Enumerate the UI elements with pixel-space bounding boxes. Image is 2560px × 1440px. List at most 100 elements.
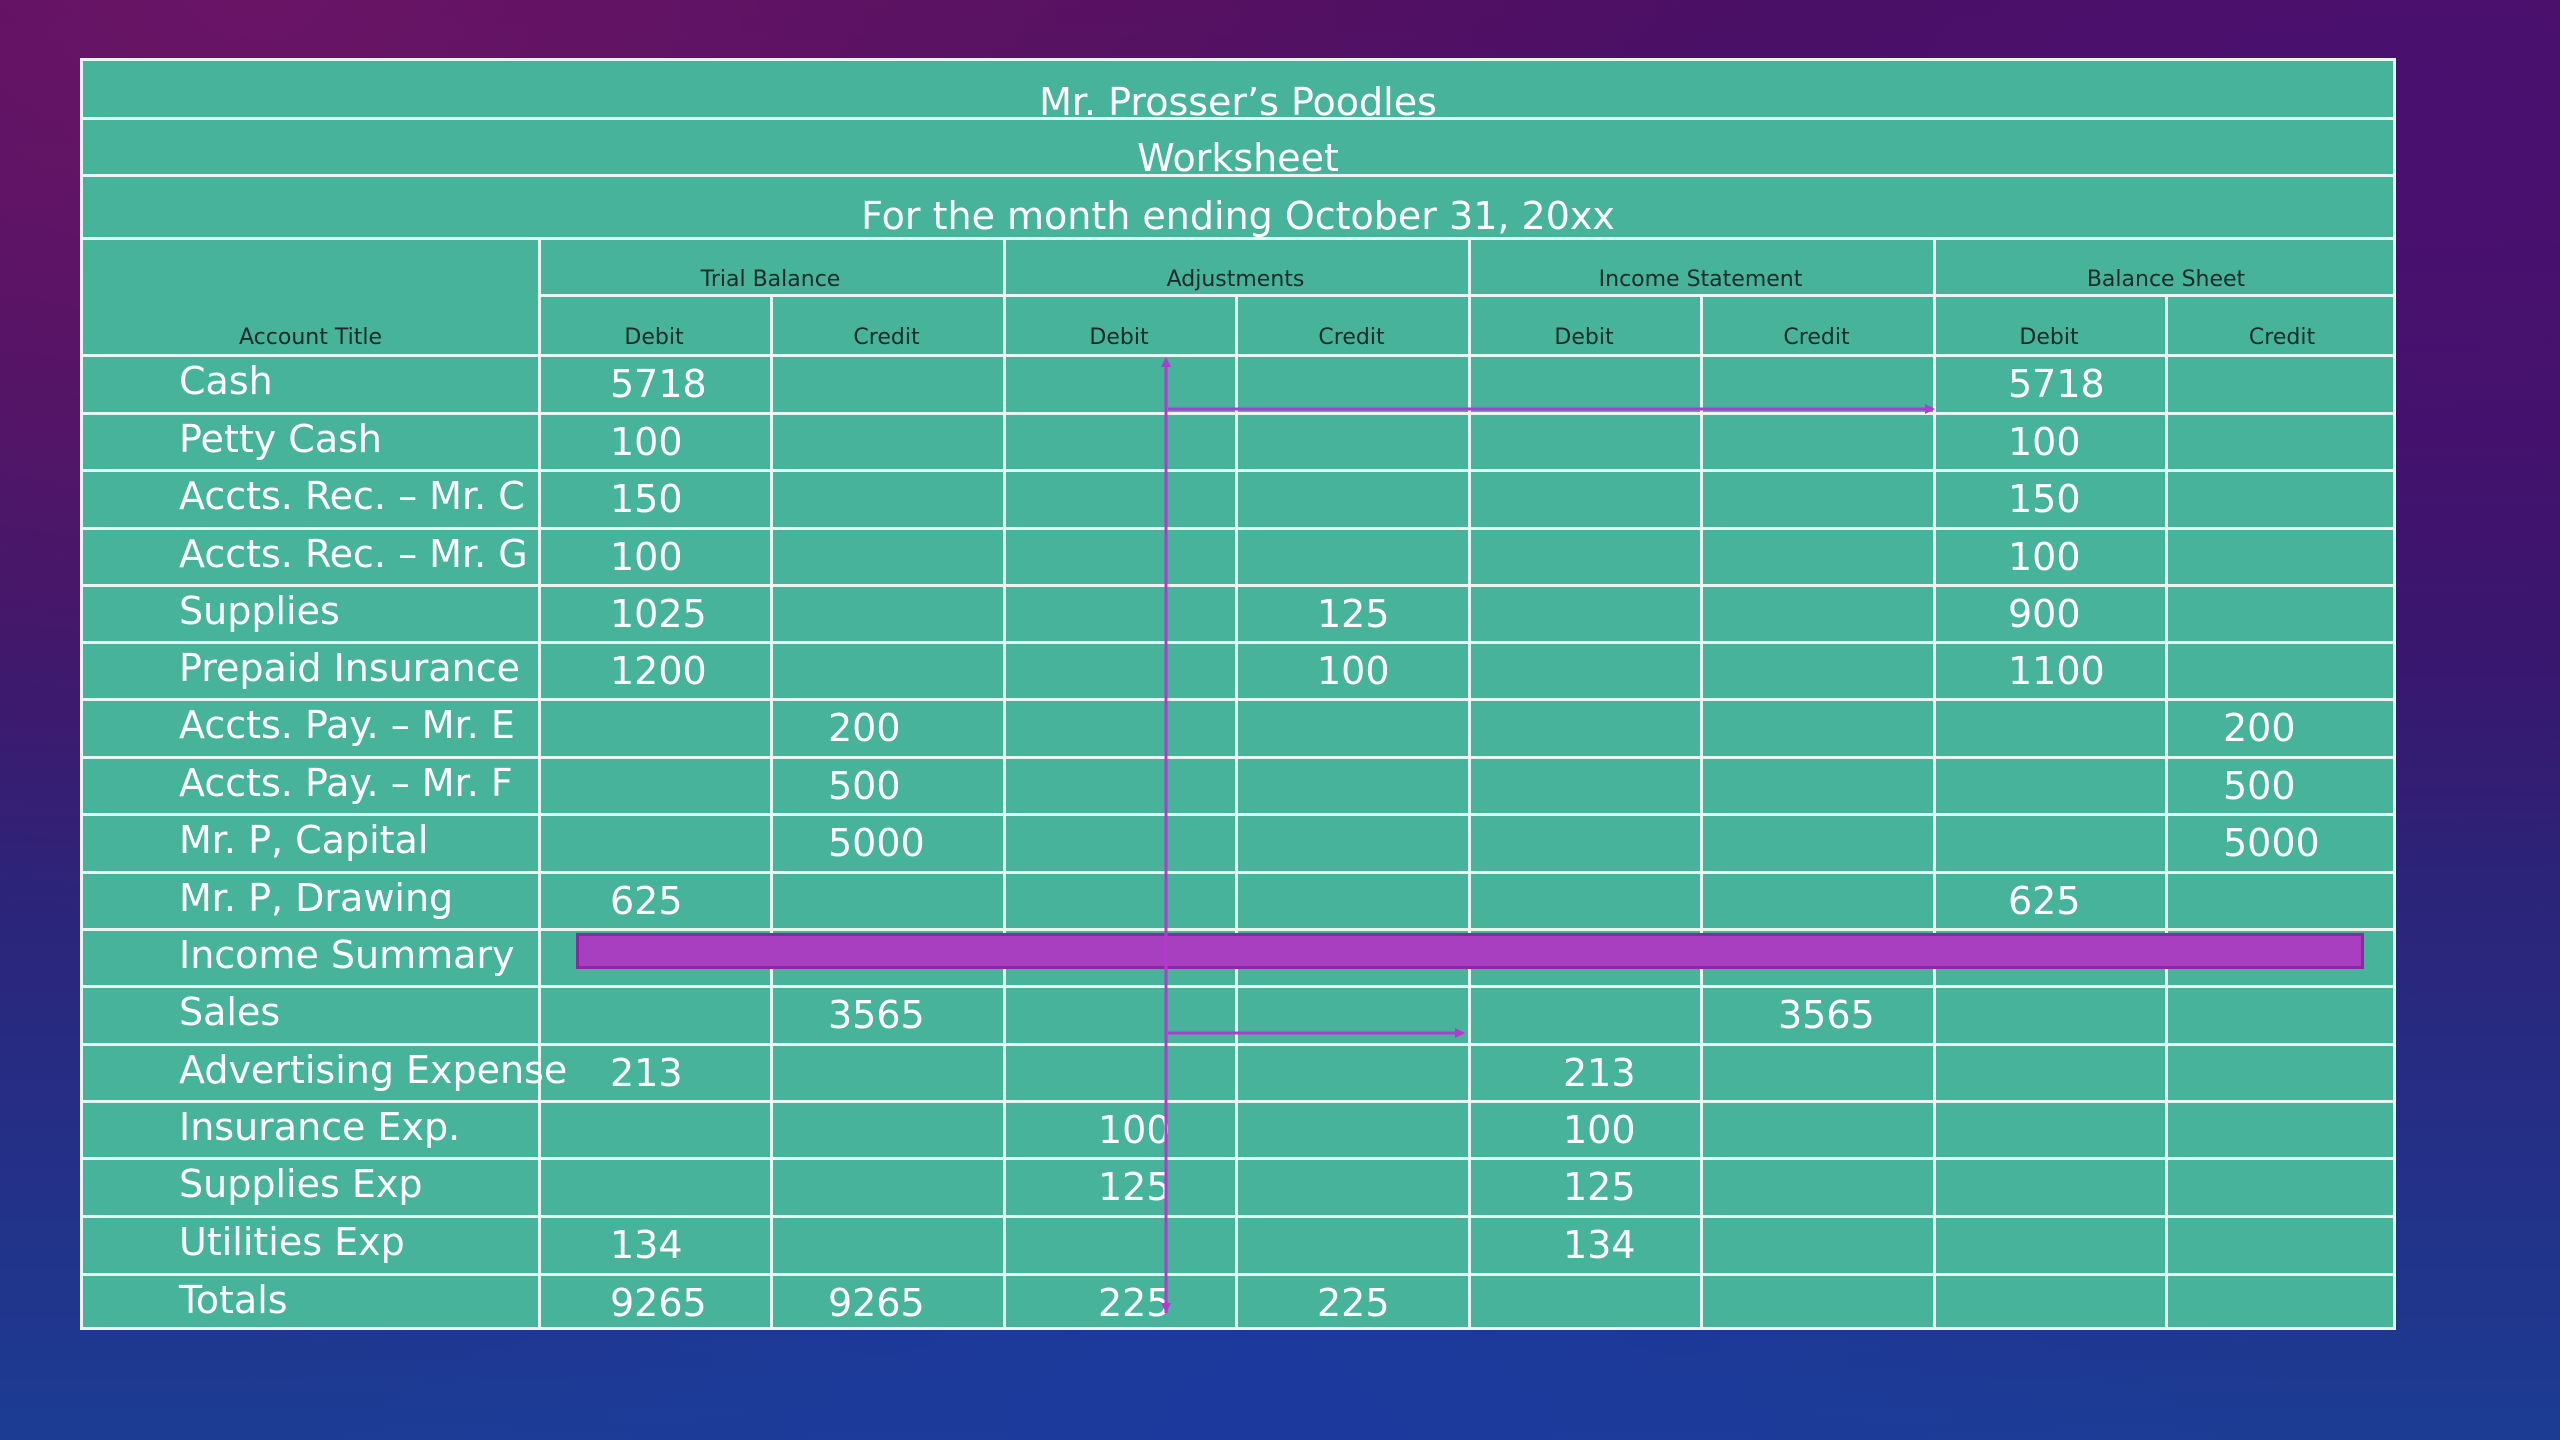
amount-cell-tb-debit: 134 <box>610 1223 683 1267</box>
amount-cell-adj-credit: 225 <box>1317 1281 1390 1325</box>
amount-cell-adj-credit: 100 <box>1317 649 1390 693</box>
amount-cell-adj-debit: 100 <box>1098 1108 1171 1152</box>
grid-hline <box>83 412 2393 415</box>
header-tb-debit: Debit <box>624 325 684 350</box>
amount-cell-tb-debit: 1200 <box>610 649 707 693</box>
grid-vline <box>2165 294 2168 1327</box>
grid-vline <box>1933 237 1936 1327</box>
amount-cell-tb-debit: 100 <box>610 420 683 464</box>
grid-hline <box>83 174 2393 177</box>
amount-cell-tb-debit: 5718 <box>610 362 707 406</box>
grid-hline <box>83 527 2393 530</box>
grid-hline <box>83 1215 2393 1218</box>
header-adj-credit: Credit <box>1318 325 1385 350</box>
grid-hline <box>83 871 2393 874</box>
amount-cell-tb-debit: 9265 <box>610 1281 707 1325</box>
amount-cell-is-debit: 134 <box>1563 1223 1636 1267</box>
worksheet-title: Worksheet <box>1137 136 1339 180</box>
grid-hline <box>83 117 2393 120</box>
amount-cell-bs-debit: 100 <box>2008 420 2081 464</box>
amount-cell-adj-debit: 225 <box>1098 1281 1171 1325</box>
grid-hline <box>83 641 2393 644</box>
amount-cell-tb-credit: 9265 <box>828 1281 925 1325</box>
amount-cell-tb-debit: 100 <box>610 535 683 579</box>
header-bs-debit: Debit <box>2019 325 2079 350</box>
grid-vline <box>1700 294 1703 1327</box>
account-title-cell: Accts. Pay. – Mr. F <box>179 761 513 805</box>
header-account-title: Account Title <box>239 325 382 350</box>
account-title-cell: Totals <box>179 1278 288 1322</box>
worksheet-table: Mr. Prosser’s Poodles Worksheet For the … <box>80 58 2396 1330</box>
grid-hline <box>83 985 2393 988</box>
header-is-credit: Credit <box>1783 325 1850 350</box>
grid-hline <box>83 237 2393 240</box>
income-summary-highlight-bar <box>576 933 2364 969</box>
account-title-cell: Advertising Expense <box>179 1048 568 1092</box>
grid-hline <box>83 354 2393 357</box>
grid-hline <box>83 1157 2393 1160</box>
amount-cell-bs-debit: 625 <box>2008 879 2081 923</box>
amount-cell-bs-debit: 150 <box>2008 477 2081 521</box>
header-bs-credit: Credit <box>2248 325 2316 350</box>
amount-cell-bs-credit: 5000 <box>2223 821 2320 865</box>
account-title-cell: Mr. P, Drawing <box>179 876 454 920</box>
grid-hline <box>83 813 2393 816</box>
header-tb-credit: Credit <box>853 325 920 350</box>
account-title-cell: Insurance Exp. <box>179 1105 461 1149</box>
account-title-cell: Petty Cash <box>179 417 383 461</box>
amount-cell-bs-debit: 100 <box>2008 535 2081 579</box>
annotation-arrows <box>1161 357 1935 1313</box>
amount-cell-tb-credit: 3565 <box>828 993 925 1037</box>
grid-hline <box>83 584 2393 587</box>
amount-cell-bs-credit: 500 <box>2223 764 2296 808</box>
header-adj-debit: Debit <box>1089 325 1149 350</box>
grid-hline <box>83 698 2393 701</box>
grid-hline <box>83 756 2393 759</box>
amount-cell-tb-debit: 150 <box>610 477 683 521</box>
period-title: For the month ending October 31, 20xx <box>861 194 1615 238</box>
grid-vline <box>770 294 773 1327</box>
grid-vline <box>538 237 541 1327</box>
grid-hline <box>83 1273 2393 1276</box>
header-balance-sheet: Balance Sheet <box>2086 267 2246 292</box>
grid-vline <box>1003 237 1006 1327</box>
grid-hline <box>83 928 2393 931</box>
header-income-statement: Income Statement <box>1598 267 1803 292</box>
grid-vline <box>1235 294 1238 1327</box>
amount-cell-tb-debit: 213 <box>610 1051 683 1095</box>
account-title-cell: Prepaid Insurance <box>179 646 521 690</box>
account-title-cell: Supplies Exp <box>179 1162 423 1206</box>
grid-hline <box>83 469 2393 472</box>
amount-cell-tb-credit: 500 <box>828 764 901 808</box>
amount-cell-tb-credit: 200 <box>828 706 901 750</box>
account-title-cell: Utilities Exp <box>179 1220 405 1264</box>
amount-cell-bs-credit: 200 <box>2223 706 2296 750</box>
amount-cell-adj-credit: 125 <box>1317 592 1390 636</box>
account-title-cell: Accts. Rec. – Mr. C <box>179 474 525 518</box>
amount-cell-is-debit: 213 <box>1563 1051 1636 1095</box>
amount-cell-bs-debit: 1100 <box>2008 649 2105 693</box>
amount-cell-bs-debit: 900 <box>2008 592 2081 636</box>
grid-hline <box>83 1043 2393 1046</box>
amount-cell-is-debit: 100 <box>1563 1108 1636 1152</box>
amount-cell-adj-debit: 125 <box>1098 1165 1171 1209</box>
account-title-cell: Supplies <box>179 589 340 633</box>
account-title-cell: Accts. Rec. – Mr. G <box>179 532 528 576</box>
amount-cell-is-credit: 3565 <box>1778 993 1875 1037</box>
header-is-debit: Debit <box>1554 325 1614 350</box>
account-title-cell: Income Summary <box>179 933 515 977</box>
header-adjustments: Adjustments <box>1166 267 1305 292</box>
grid-vline <box>1468 237 1471 1327</box>
account-title-cell: Sales <box>179 990 281 1034</box>
company-title: Mr. Prosser’s Poodles <box>1039 80 1437 124</box>
amount-cell-tb-credit: 5000 <box>828 821 925 865</box>
header-trial-balance: Trial Balance <box>700 267 841 292</box>
amount-cell-bs-debit: 5718 <box>2008 362 2105 406</box>
grid-hline <box>538 294 2393 297</box>
amount-cell-is-debit: 125 <box>1563 1165 1636 1209</box>
grid-hline <box>83 1100 2393 1103</box>
account-title-cell: Cash <box>179 359 273 403</box>
amount-cell-tb-debit: 625 <box>610 879 683 923</box>
account-title-cell: Mr. P, Capital <box>179 818 429 862</box>
amount-cell-tb-debit: 1025 <box>610 592 707 636</box>
